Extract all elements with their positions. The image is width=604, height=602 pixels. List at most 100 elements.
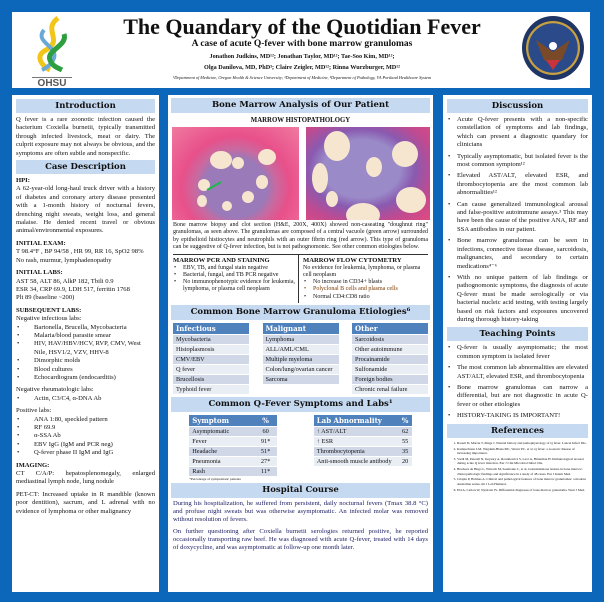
list-item: HISTORY-TAKING IS IMPORTANT! — [447, 412, 588, 421]
table-cell: Rash — [189, 466, 255, 476]
ohsu-logo-text: OHSU — [32, 77, 72, 89]
column-header: Lab Abnormality — [313, 414, 399, 426]
initial-labs-1: AST 58, ALT 86, AlkP 182, Tbili 0.9 — [16, 277, 114, 285]
flow-cytometry-section: MARROW FLOW CYTOMETRY No evidence for le… — [299, 255, 428, 303]
symptoms-table: Symptom% Asymptomatic 60 Fever 91* Headach… — [189, 414, 278, 477]
negative-infectious-label: Negative infectious labs: — [16, 315, 82, 323]
reference-item: Eid A, Carion W, Nystrom JS. Differentia… — [457, 488, 588, 492]
etiology-table-other: Other Sarcoidosis Other autoimmune Proca… — [352, 322, 428, 395]
list-item: Q-fever is usually asymptomatic; the mos… — [447, 344, 588, 361]
initial-exam-label: INITIAL EXAM: — [16, 239, 66, 247]
subsequent-labs-label: SUBSEQUENT LABS: — [16, 306, 82, 314]
table-cell: Sulfonamide — [352, 364, 428, 374]
bone-marrow-header: Bone Marrow Analysis of Our Patient — [171, 98, 430, 113]
list-item: RF 69.9 — [16, 424, 155, 433]
table-row: Anti-smooth muscle antibody 20 — [313, 456, 412, 466]
flow-cytometry-text: No evidence for leukemia, lymphoma, or p… — [303, 264, 421, 279]
negative-rheum-label: Negative rheumatologic labs: — [16, 386, 94, 394]
eagle-icon — [536, 40, 570, 70]
reference-item: Kampschreur LM, Wegdam-Blans MC, Wever P… — [457, 447, 588, 456]
poster-header: OHSU The Quandary of the Quotidian Fever… — [12, 12, 590, 89]
table-cell: Procainamide — [352, 354, 428, 364]
references-header: References — [447, 423, 588, 438]
pcr-staining-section: MARROW PCR AND STAINING EBV, TB, and fun… — [173, 254, 299, 303]
list-item: Blood cultures — [16, 366, 155, 375]
initial-exam-findings: No rash, murmur, lymphadenopathy — [16, 256, 112, 264]
table-cell: 27* — [254, 456, 278, 466]
table-row: Asymptomatic 60 — [189, 426, 278, 436]
table-row: Fever 91* — [189, 436, 278, 446]
table-cell: Sarcoma — [262, 374, 339, 384]
case-description-header: Case Description — [16, 160, 155, 175]
table-row: ↑ AST/ALT 62 — [313, 426, 412, 436]
negative-infectious-list: Bartonella, Brucella, Mycobacteria Malar… — [16, 324, 155, 383]
ohsu-helix-icon — [37, 16, 67, 73]
flow-cytometry-title: MARROW FLOW CYTOMETRY — [303, 256, 402, 264]
histopathology-title: MARROW HISTOPATHOLOGY — [250, 117, 351, 124]
imaging-ct: CT C/A/P: hepatosplenomegaly, enlarged m… — [16, 470, 155, 486]
histology-caption: Bone marrow biopsy and clot section (H&E… — [173, 222, 428, 251]
list-item: Normal CD4:CD8 ratio — [303, 294, 428, 301]
hospital-course-p1: During his hospitalization, he suffered … — [173, 500, 428, 524]
left-column: Introduction Q fever is a rare zoonotic … — [12, 95, 159, 592]
pcr-staining-title: MARROW PCR AND STAINING — [173, 256, 270, 264]
table-cell: 62 — [398, 426, 412, 436]
va-seal-logo — [522, 16, 584, 80]
table-row: ↑ ESR 55 — [313, 436, 412, 446]
column-header: Infectious — [173, 322, 249, 334]
table-cell: Typhoid fever — [173, 384, 249, 394]
list-item: ANA 1:80, speckled pattern — [16, 416, 155, 425]
column-header: Malignant — [262, 322, 339, 334]
column-header: % — [254, 414, 278, 426]
table-cell: ↑ AST/ALT — [313, 426, 399, 436]
teaching-points-list: Q-fever is usually asymptomatic; the mos… — [447, 344, 588, 421]
poster-subtitle: A case of acute Q-fever with bone marrow… — [191, 39, 413, 49]
ohsu-logo: OHSU — [24, 16, 80, 89]
list-item: Can cause generalized immunological arou… — [447, 201, 588, 235]
reference-item: Vardi M, Petersil N, Keysary A, Rzotkiew… — [457, 457, 588, 466]
introduction-header: Introduction — [16, 99, 155, 113]
hpi-label: HPI: — [16, 177, 30, 185]
reference-item: Crispin P, Holmes A. Clinical and pathol… — [457, 477, 588, 486]
table-row: Pneumonia 27* — [189, 456, 278, 466]
reference-item: Brackers de Hugo L, Wirrach M, Seemoule … — [457, 467, 588, 476]
etiologies-header: Common Bone Marrow Granuloma Etiologies⁶ — [171, 304, 430, 320]
table-cell: Colon/lung/ovarian cancer — [262, 364, 339, 374]
references-list: Raoult D, Marrie T, Mege J. Natural hist… — [447, 441, 588, 493]
list-item: Bacterial, fungal, and TB PCR negative — [173, 272, 295, 279]
list-item: With no unique pattern of lab findings o… — [447, 274, 588, 324]
initial-labs-2: ESR 34, CRP 69.9, LDH 517, ferritin 1768 — [16, 285, 130, 293]
table-row: Headache 51* — [189, 446, 278, 456]
histology-image-400x — [306, 127, 430, 220]
table-cell: Mycobacteria — [173, 334, 249, 344]
list-item: No immunophenotypic evidence for leukemi… — [173, 279, 295, 293]
right-column: Discussion Acute Q-fever presents with a… — [443, 95, 592, 592]
imaging-pet: PET-CT: Increased uptake in R mandible (… — [16, 490, 155, 515]
list-item: Actin, C3/C4, α-DNA Ab — [16, 395, 155, 404]
histology-image-200x — [172, 127, 299, 220]
table-cell: Thrombocytopenia — [313, 446, 399, 456]
list-item: Bartonella, Brucella, Mycobacteria — [16, 324, 155, 333]
table-cell: Sarcoidosis — [352, 334, 428, 344]
list-item: HIV, HAV/HBV/HCV, RVP, CMV, West Nile, H… — [16, 340, 155, 357]
list-item: α-SSA Ab — [16, 432, 155, 441]
authors-line-1: Jonathon Judkins, MD¹²; Jonathan Taylor,… — [209, 53, 395, 60]
table-cell: Q fever — [173, 364, 249, 374]
column-header: % — [398, 414, 412, 426]
hospital-course-p2: On further questioning after Coxiella bu… — [173, 528, 428, 552]
list-item: Elevated AST/ALT, elevated ESR, and thro… — [447, 172, 588, 197]
table-cell: 20 — [398, 456, 412, 466]
teaching-points-header: Teaching Points — [447, 327, 588, 342]
list-item: Polyclonal B cells and plasma cells — [303, 286, 428, 293]
initial-labs-3: Plt 89 (baseline ~200) — [16, 294, 75, 302]
table-cell: Histoplasmosis — [173, 344, 249, 354]
etiology-table-infectious: Infectious Mycobacteria Histoplasmosis C… — [173, 322, 249, 395]
list-item: EBV, TB, and fungal stain negative — [173, 265, 295, 272]
table-cell: 11* — [254, 466, 278, 476]
list-item: Bone marrow granulomas can be seen in in… — [447, 237, 588, 271]
table-cell: Fever — [189, 436, 255, 446]
symptoms-header: Common Q-Fever Symptoms and Labs¹ — [171, 396, 430, 412]
positive-labs-list: ANA 1:80, speckled pattern RF 69.9 α-SSA… — [16, 416, 155, 458]
list-item: Echocardiogram (endocarditis) — [16, 374, 155, 383]
middle-column: Bone Marrow Analysis of Our Patient MARR… — [168, 95, 433, 592]
